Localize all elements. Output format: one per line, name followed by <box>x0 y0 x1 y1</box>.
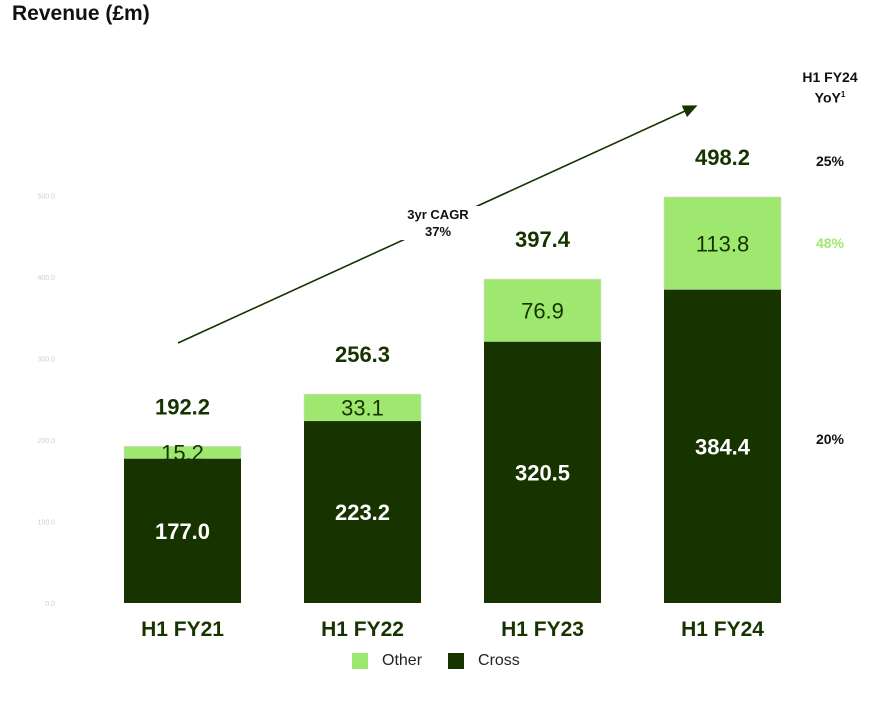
value-label-cross: 177.0 <box>155 519 210 544</box>
legend-label-other: Other <box>382 652 423 669</box>
value-label-total: 192.2 <box>155 394 210 419</box>
cagr-line1: 3yr CAGR <box>407 207 469 222</box>
bar-other <box>663 196 782 291</box>
bar-cross <box>664 289 781 603</box>
bars: 177.0 15.2 192.2 H1 FY21 223.2 33.1 256.3 H1 FY… <box>123 145 782 641</box>
yoy-other: 48% <box>815 235 845 251</box>
yoy-footnote-marker: 1 <box>840 90 846 99</box>
x-category-label: H1 FY22 <box>321 618 404 641</box>
yoy-total: 25% <box>815 153 845 169</box>
y-tick-label: 500.0 <box>37 194 55 201</box>
y-tick-label: 200.0 <box>37 438 55 445</box>
cagr-label: 3yr CAGR 37% <box>388 206 488 240</box>
yoy-header: H1 FY24 YoY1 <box>790 68 870 107</box>
bar-other <box>483 278 602 343</box>
value-label-other: 113.8 <box>696 231 749 256</box>
value-label-other: 15.2 <box>161 441 204 466</box>
legend: Other Cross <box>352 652 546 670</box>
y-tick-label: 400.0 <box>37 275 55 282</box>
value-label-total: 498.2 <box>695 145 750 170</box>
bar-cross <box>124 458 241 603</box>
x-category-label: H1 FY24 <box>681 618 764 641</box>
x-category-label: H1 FY21 <box>141 618 224 641</box>
value-label-other: 76.9 <box>521 298 564 323</box>
y-tick-label: 100.0 <box>37 520 55 527</box>
value-label-total: 256.3 <box>335 342 390 367</box>
legend-label-cross: Cross <box>478 652 520 669</box>
yoy-header-line2: YoY <box>814 89 841 106</box>
bar-cross <box>304 421 421 603</box>
value-label-total: 397.4 <box>515 227 571 252</box>
legend-swatch-cross <box>448 653 465 669</box>
legend-item-cross: Cross <box>448 652 520 670</box>
bar-cross <box>484 341 601 603</box>
yoy-cross: 20% <box>815 431 845 447</box>
value-label-cross: 384.4 <box>695 434 751 459</box>
value-label-other: 33.1 <box>341 396 384 421</box>
chart-title: Revenue (£m) <box>12 2 150 25</box>
value-label-cross: 320.5 <box>515 460 570 485</box>
cagr-line2: 37% <box>424 224 452 239</box>
yoy-header-line1: H1 FY24 <box>802 69 858 85</box>
y-tick-label: 300.0 <box>37 357 55 364</box>
x-category-label: H1 FY23 <box>501 618 584 641</box>
y-axis: 0.0 100.0 200.0 300.0 400.0 500.0 <box>37 194 55 609</box>
value-label-cross: 223.2 <box>335 500 390 525</box>
legend-swatch-other <box>352 653 368 669</box>
bar-other <box>303 393 422 422</box>
y-tick-label: 0.0 <box>45 601 55 608</box>
legend-item-other: Other <box>352 652 422 670</box>
